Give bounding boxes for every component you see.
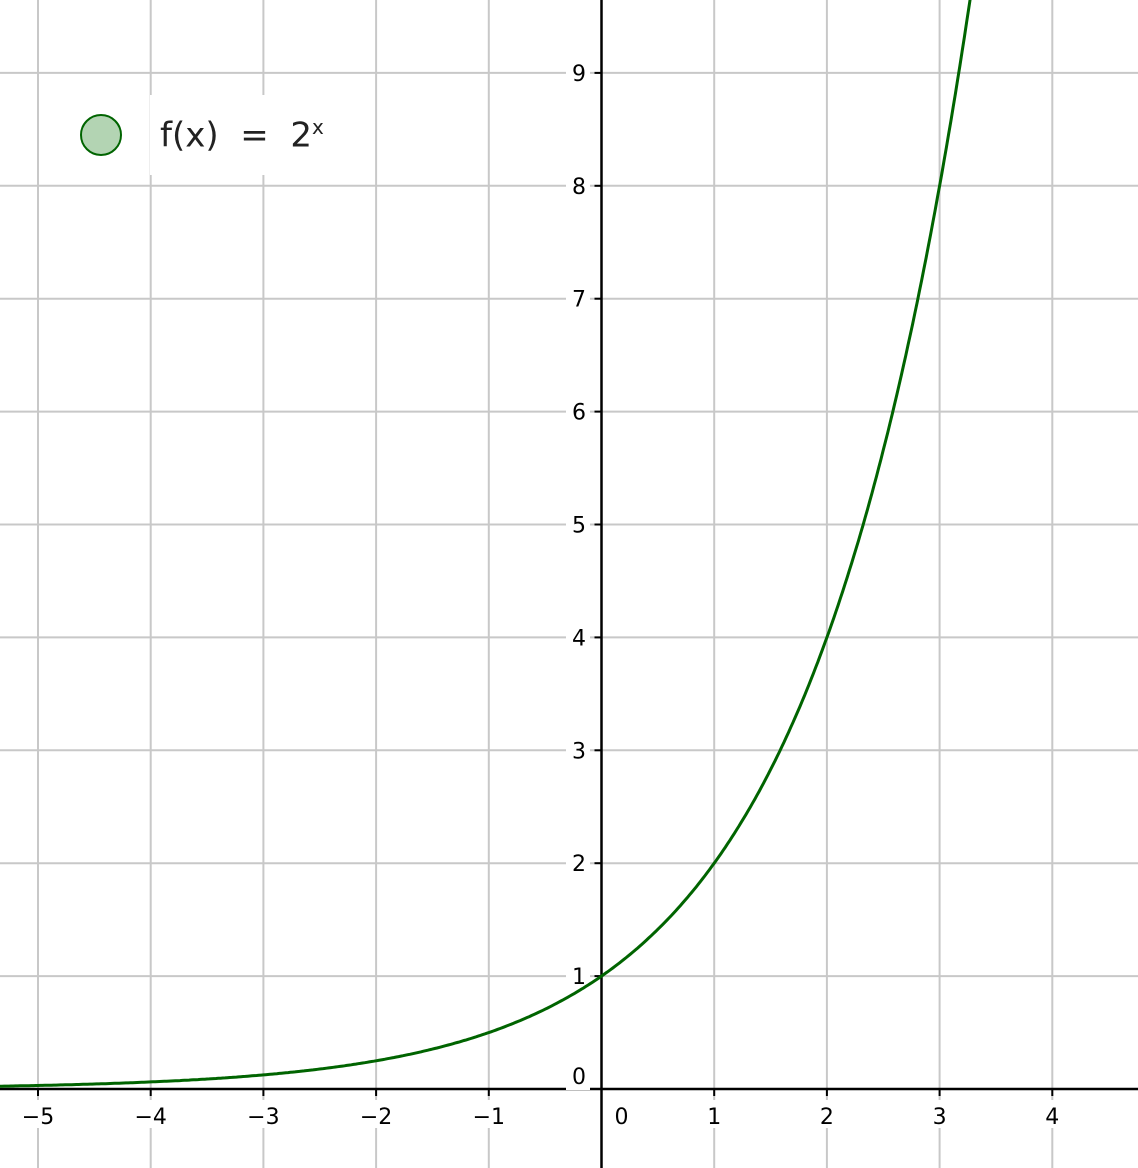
visibility-toggle-icon[interactable]: [80, 114, 122, 156]
x-tick-label: 4: [1045, 1105, 1059, 1130]
x-tick-label-bg: [705, 1100, 726, 1128]
x-tick-label-bg: [243, 1100, 280, 1128]
x-tick-label-bg: [930, 1100, 951, 1128]
y-tick-label-bg: [566, 736, 590, 765]
y-tick-label: 9: [572, 62, 586, 87]
x-tick-label-bg: [18, 1100, 54, 1128]
y-tick-label-bg: [566, 1062, 590, 1090]
y-tick-label: 1: [572, 965, 586, 990]
x-tick-label: −5: [22, 1105, 54, 1130]
legend: f(x) = 2x: [80, 94, 336, 176]
x-tick-label-bg: [612, 1100, 633, 1128]
x-tick-label: 2: [820, 1105, 834, 1130]
function-exponent: x: [312, 114, 324, 139]
y-tick-label: 4: [572, 626, 586, 651]
y-tick-label: 8: [572, 175, 586, 200]
y-tick-label-bg: [566, 849, 590, 878]
y-tick-label: 3: [572, 739, 586, 764]
y-tick-label: 5: [572, 514, 586, 539]
x-tick-label: 0: [615, 1105, 629, 1130]
x-tick-label-bg: [130, 1100, 167, 1128]
x-tick-label: −4: [134, 1105, 166, 1130]
function-arg: x: [185, 115, 206, 156]
y-tick-label-bg: [566, 397, 590, 426]
function-name: f: [160, 115, 172, 156]
y-tick-label: 6: [572, 401, 586, 426]
x-tick-label-bg: [356, 1100, 393, 1128]
x-tick-label: 3: [933, 1105, 947, 1130]
y-tick-label-bg: [566, 171, 590, 200]
y-tick-label-bg: [566, 58, 590, 87]
x-tick-label: −3: [247, 1105, 279, 1130]
y-tick-label-bg: [566, 623, 590, 652]
x-tick-label-bg: [468, 1100, 505, 1128]
y-tick-label: 2: [572, 852, 586, 877]
y-tick-label: 0: [572, 1065, 586, 1090]
function-base: 2: [290, 115, 312, 156]
x-tick-label: −1: [473, 1105, 505, 1130]
y-tick-label-bg: [566, 510, 590, 539]
y-tick-label-bg: [566, 284, 590, 313]
x-tick-label: 1: [707, 1105, 721, 1130]
function-curve: [0, 0, 972, 1088]
y-tick-label: 7: [572, 288, 586, 313]
x-tick-label: −2: [360, 1105, 392, 1130]
x-tick-label-bg: [817, 1100, 838, 1128]
x-tick-label-bg: [1043, 1100, 1064, 1128]
function-label: f(x) = 2x: [150, 94, 336, 176]
